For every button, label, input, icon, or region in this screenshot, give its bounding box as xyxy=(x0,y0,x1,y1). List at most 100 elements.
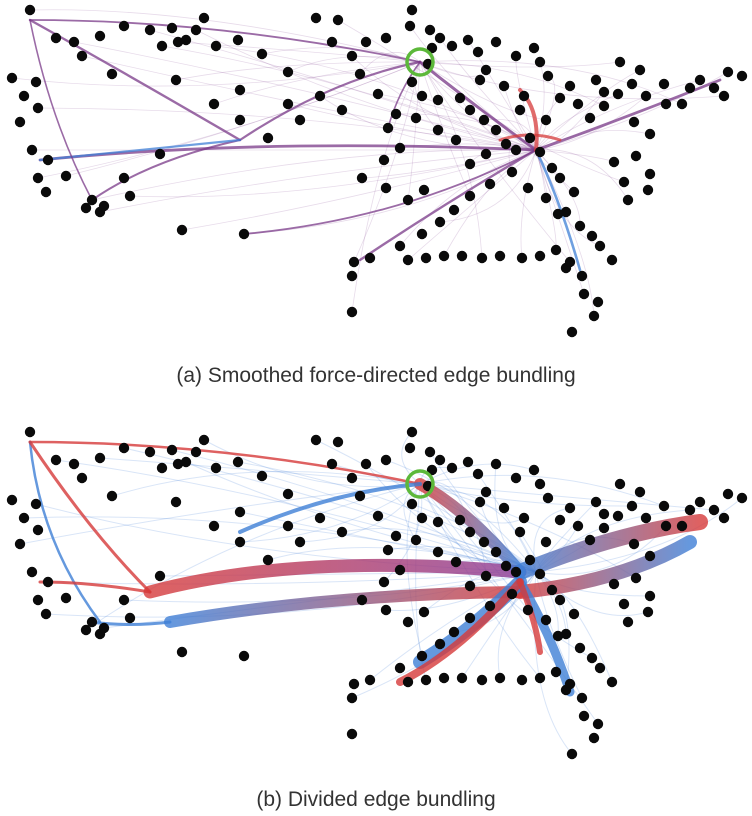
node xyxy=(660,98,672,110)
node xyxy=(294,114,306,126)
node xyxy=(282,98,294,110)
node xyxy=(314,90,326,102)
node xyxy=(172,458,184,470)
edge-faint xyxy=(37,107,537,151)
node xyxy=(346,692,358,704)
edge-faint xyxy=(535,571,570,691)
node xyxy=(410,112,422,124)
node xyxy=(176,224,188,236)
edge-faint xyxy=(419,483,637,579)
node xyxy=(546,584,558,596)
node xyxy=(568,186,580,198)
edge-faint xyxy=(419,61,483,259)
node xyxy=(568,608,580,620)
node xyxy=(406,426,418,438)
node xyxy=(262,554,274,566)
node xyxy=(586,652,598,664)
edge-bundle xyxy=(396,578,524,686)
edge-faint xyxy=(161,45,537,151)
edge-faint xyxy=(439,37,537,151)
node xyxy=(424,446,436,458)
node xyxy=(310,12,322,24)
node xyxy=(606,254,618,266)
node xyxy=(718,90,730,102)
node xyxy=(450,134,462,146)
node xyxy=(722,488,734,500)
edge-faint xyxy=(419,60,683,105)
node xyxy=(434,32,446,44)
node xyxy=(518,512,530,524)
node xyxy=(76,50,88,62)
graph-canvas-b xyxy=(6,426,748,760)
node xyxy=(736,70,748,82)
edge-faint xyxy=(419,61,725,100)
edge-faint xyxy=(535,93,619,151)
node xyxy=(456,250,468,262)
highlight-ring xyxy=(405,47,435,77)
node xyxy=(332,436,344,448)
node xyxy=(68,36,80,48)
node xyxy=(450,556,462,568)
node xyxy=(18,512,30,524)
edge-bundle xyxy=(238,482,422,534)
node xyxy=(554,514,566,526)
node xyxy=(86,194,98,206)
node xyxy=(346,728,358,740)
edge-faint xyxy=(185,461,537,573)
node xyxy=(94,30,106,42)
edge-faint xyxy=(129,149,537,198)
edge-faint xyxy=(399,149,537,247)
node xyxy=(418,606,430,618)
node xyxy=(584,112,596,124)
node xyxy=(736,492,748,504)
node xyxy=(540,114,552,126)
node xyxy=(574,642,586,654)
node xyxy=(718,512,730,524)
node xyxy=(86,616,98,628)
node xyxy=(534,146,546,158)
node xyxy=(68,458,80,470)
node xyxy=(564,80,576,92)
node xyxy=(574,220,586,232)
node xyxy=(420,252,432,264)
node xyxy=(426,42,438,54)
node xyxy=(438,250,450,262)
node xyxy=(50,454,62,466)
edge-bundle xyxy=(513,535,697,599)
node xyxy=(510,566,522,578)
node xyxy=(14,116,26,128)
edge-faint xyxy=(243,149,537,235)
node xyxy=(554,172,566,184)
node xyxy=(60,170,72,182)
edge-bundle xyxy=(28,440,152,594)
node xyxy=(474,74,486,86)
node xyxy=(172,36,184,48)
edge-faint xyxy=(213,61,421,105)
node xyxy=(98,622,110,634)
nodes-group xyxy=(6,4,748,338)
node xyxy=(490,124,502,136)
node xyxy=(234,536,246,548)
nodes-group xyxy=(6,426,748,760)
node xyxy=(598,508,610,520)
node xyxy=(578,288,590,300)
node xyxy=(40,608,52,620)
node xyxy=(434,216,446,228)
node xyxy=(590,74,602,86)
node xyxy=(6,72,18,84)
node xyxy=(588,310,600,322)
edge-bundle xyxy=(534,78,722,152)
edge-faint xyxy=(419,474,665,507)
edge-faint xyxy=(91,149,537,201)
node xyxy=(454,514,466,526)
node xyxy=(476,252,488,264)
node xyxy=(608,578,620,590)
edge-faint xyxy=(535,95,647,151)
node xyxy=(364,674,376,686)
node xyxy=(554,92,566,104)
node xyxy=(382,544,394,556)
node xyxy=(640,512,652,524)
node xyxy=(336,104,348,116)
node xyxy=(592,296,604,308)
node xyxy=(506,588,518,600)
